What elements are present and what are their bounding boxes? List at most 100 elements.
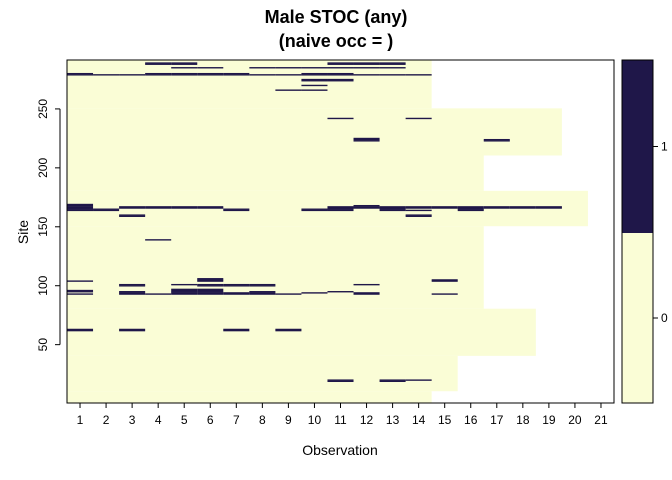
heatmap-detection-cell [171, 207, 198, 209]
heatmap-detection-cell [379, 207, 406, 209]
heatmap-detection-cell [67, 204, 94, 207]
heatmap-detection-cell [249, 291, 276, 293]
heatmap-detection-cell [327, 62, 354, 64]
heatmap-detection-cell [119, 285, 146, 287]
heatmap-detection-cell [405, 379, 432, 381]
y-tick-label: 50 [36, 338, 50, 352]
heatmap-detection-cell [223, 209, 250, 212]
x-tick-label: 3 [129, 413, 136, 427]
heatmap-detection-cell [145, 207, 172, 209]
heatmap-detection-cell [197, 207, 224, 209]
heatmap-detection-cell [353, 62, 380, 64]
x-tick-label: 19 [542, 413, 556, 427]
heatmap-detection-cell [379, 380, 406, 383]
heatmap-detection-cell [145, 63, 172, 65]
heatmap-detection-cell [171, 72, 198, 75]
heatmap-detection-cell [379, 208, 406, 210]
heatmap-detection-cell [197, 283, 224, 286]
heatmap-detection-cell [457, 208, 484, 210]
heatmap-detection-cell [119, 328, 146, 331]
heatmap-detection-cell [67, 209, 94, 212]
heatmap-detection-cell [431, 206, 458, 208]
heatmap-detection-cell [145, 239, 172, 241]
heatmap-detection-cell [327, 207, 354, 209]
x-tick-label: 14 [412, 413, 426, 427]
x-tick-label: 2 [103, 413, 110, 427]
heatmap-detection-cell [379, 63, 406, 65]
heatmap-detection-cell [249, 67, 276, 69]
heatmap-detection-cell [301, 74, 328, 76]
legend-label-0: 0 [661, 311, 668, 325]
y-tick-label: 100 [36, 275, 50, 295]
x-tick-label: 11 [334, 413, 347, 427]
heatmap-detection-cell [301, 208, 328, 210]
heatmap-detection-cell [223, 293, 250, 295]
heatmap-detection-cell [197, 288, 224, 291]
heatmap-detection-cell [301, 72, 328, 75]
heatmap-detection-cell [249, 292, 276, 294]
heatmap-detection-cell [457, 206, 484, 208]
heatmap-detection-cell [223, 328, 250, 331]
heatmap-detection-cell [327, 78, 354, 81]
heatmap-detection-cell [353, 67, 380, 69]
x-tick-label: 1 [77, 413, 84, 427]
heatmap-detection-cell [67, 207, 94, 209]
heatmap-detection-cell [171, 67, 198, 69]
heatmap-detection-cell [171, 206, 198, 208]
heatmap-detection-cell [223, 292, 250, 294]
heatmap-detection-cell [327, 74, 354, 76]
heatmap-detection-cell [67, 293, 94, 295]
heatmap-detection-cell [431, 279, 458, 281]
heatmap-cells [67, 60, 588, 403]
heatmap-detection-cell [301, 89, 328, 91]
heatmap-detection-cell [379, 379, 406, 381]
heatmap-detection-cell [93, 209, 120, 212]
heatmap-detection-cell [119, 291, 146, 293]
heatmap-detection-cell [197, 278, 224, 280]
heatmap-detection-cell [405, 215, 432, 217]
x-tick-label: 18 [516, 413, 530, 427]
heatmap-detection-cell [405, 214, 432, 216]
heatmap-detection-cell [405, 74, 432, 76]
x-tick-label: 13 [386, 413, 400, 427]
heatmap-detection-cell [379, 206, 406, 208]
heatmap-detection-cell [197, 280, 224, 282]
heatmap-detection-cell [223, 72, 250, 75]
heatmap-detection-cell [119, 215, 146, 217]
heatmap-detection-cell [301, 209, 328, 212]
heatmap-detection-cell [119, 214, 146, 216]
x-tick-label: 12 [360, 413, 374, 427]
x-tick-label: 10 [308, 413, 322, 427]
y-tick-label: 200 [36, 158, 50, 178]
heatmap-detection-cell [353, 137, 380, 140]
heatmap-detection-cell [327, 208, 354, 210]
heatmap-detection-cell [67, 280, 94, 282]
x-tick-label: 21 [594, 413, 608, 427]
heatmap-zero-block [67, 391, 432, 403]
legend-swatch-1 [622, 60, 653, 233]
heatmap-zero-block [67, 308, 536, 356]
heatmap-zero-block [67, 108, 562, 156]
heatmap-detection-cell [275, 329, 302, 332]
heatmap-detection-cell [379, 74, 406, 76]
heatmap-detection-cell [171, 289, 198, 292]
heatmap-detection-cell [67, 291, 94, 293]
x-tick-label: 4 [155, 413, 162, 427]
heatmap-detection-cell [171, 63, 198, 65]
x-axis: 1 2 3 4 5 6 7 8 9 10 11 12 13 14 15 16 17 18 19 20 21 [77, 403, 608, 427]
heatmap-detection-cell [249, 293, 276, 295]
heatmap-detection-cell [145, 293, 172, 295]
y-axis: 50 100 150 200 250 [36, 99, 61, 352]
heatmap-detection-cell [119, 74, 146, 76]
x-tick-label: 9 [285, 413, 292, 427]
heatmap-detection-cell [67, 203, 94, 206]
heatmap-detection-cell [535, 206, 562, 208]
heatmap-detection-cell [275, 328, 302, 331]
heatmap-detection-cell [353, 74, 380, 76]
heatmap-detection-cell [353, 140, 380, 142]
heatmap-detection-cell [67, 208, 94, 210]
heatmap-detection-cell [67, 329, 94, 332]
heatmap-detection-cell [327, 380, 354, 383]
heatmap-detection-cell [301, 80, 328, 82]
x-tick-label: 6 [207, 413, 214, 427]
